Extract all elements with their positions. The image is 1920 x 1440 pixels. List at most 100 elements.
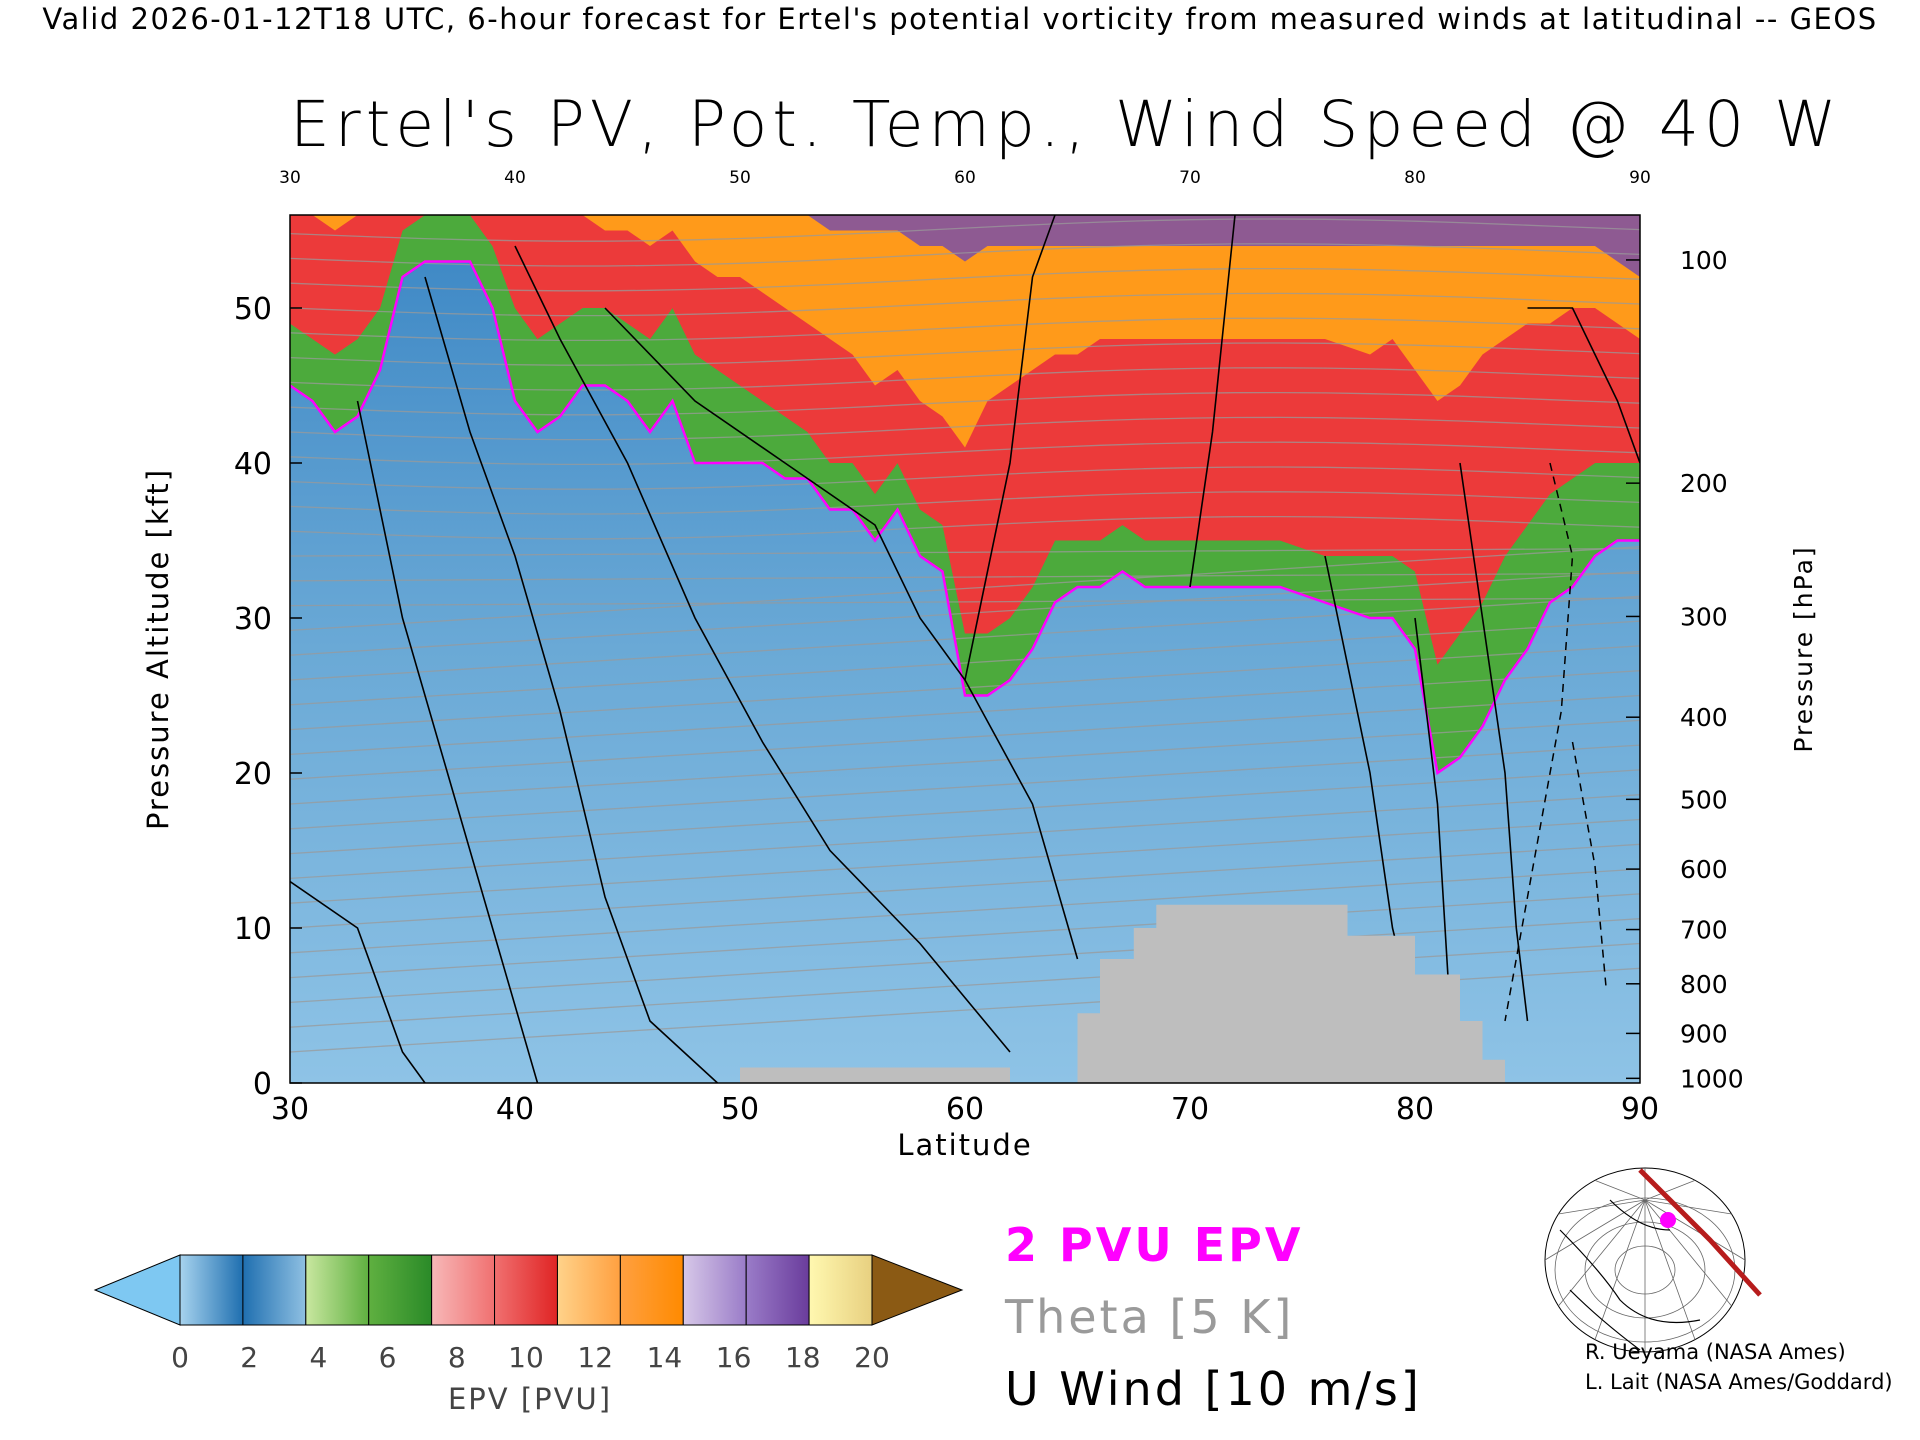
locator-map-section-line [1638, 1168, 1762, 1297]
colorbar-segment [619, 1254, 684, 1326]
pressure-tick-label: 600 [1680, 855, 1728, 884]
colorbar-segment [368, 1254, 433, 1326]
locator-map-marker [1660, 1212, 1676, 1228]
colorbar-segment [242, 1254, 307, 1326]
u-wind-contour [424, 276, 719, 1083]
colorbar-segment [494, 1254, 558, 1326]
credit-line-2: L. Lait (NASA Ames/Goddard) [1585, 1370, 1893, 1394]
theta-isentrope [290, 367, 1640, 391]
colorbar-segment [305, 1254, 370, 1326]
colorbar-segment [431, 1254, 496, 1326]
x-tick-label-top: 50 [729, 168, 751, 188]
theta-isentrope [290, 570, 1640, 656]
colorbar-tick-label: 12 [577, 1341, 613, 1374]
u-wind-contour [1459, 462, 1529, 1022]
theta-isentrope [290, 620, 1640, 706]
locator-map-meridian [1644, 1179, 1696, 1201]
x-tick-label-top: 70 [1179, 168, 1201, 188]
locator-map-meridian [1644, 1199, 1746, 1261]
y-tick-label: 30 [234, 602, 272, 637]
x-tick-label-top: 60 [954, 168, 976, 188]
pressure-tick-label: 800 [1680, 970, 1728, 999]
theta-isentrope [290, 515, 1640, 540]
terrain-mask [740, 904, 1505, 1083]
theta-isentrope [290, 744, 1640, 830]
theta-isentrope [290, 572, 1640, 582]
u-wind-contour [964, 215, 1056, 681]
y-tick-label: 10 [234, 912, 272, 947]
locator-map-meridian [1558, 1199, 1646, 1215]
locator-map-meridian [1644, 1199, 1732, 1307]
credit-line-1: R. Ueyama (NASA Ames) [1585, 1340, 1846, 1364]
u-wind-contour [604, 307, 1079, 960]
pressure-tick-label: 200 [1680, 469, 1728, 498]
pressure-tick-label: 700 [1680, 916, 1728, 945]
colorbar-over-arrow [871, 1254, 964, 1326]
theta-isentrope [290, 794, 1640, 880]
colorbar-tick-label: 16 [716, 1341, 752, 1374]
theta-isentrope [290, 267, 1640, 292]
theta-isentrope [290, 694, 1640, 780]
pressure-tick-label: 1000 [1680, 1064, 1744, 1093]
theta-isentrope [290, 719, 1640, 805]
colorbar-tick-label: 2 [240, 1341, 258, 1374]
x-tick-label: 80 [1396, 1092, 1434, 1127]
colorbar-segment [745, 1254, 810, 1326]
legend-uwind-label: U Wind [10 m/s] [1005, 1362, 1422, 1416]
x-axis-label: Latitude [897, 1128, 1032, 1162]
x-tick-label: 40 [496, 1092, 534, 1127]
locator-map-meridian [1594, 1199, 1646, 1340]
locator-map-coastline [1559, 1199, 1701, 1351]
locator-map-meridian [1644, 1199, 1696, 1340]
x-tick-label-top: 80 [1404, 168, 1426, 188]
pressure-tick-label: 100 [1680, 246, 1728, 275]
x-tick-label: 70 [1171, 1092, 1209, 1127]
colorbar-tick-label: 14 [647, 1341, 683, 1374]
colorbar-tick-label: 18 [785, 1341, 821, 1374]
theta-isentrope [290, 769, 1640, 855]
legend-epv-label: 2 PVU EPV [1005, 1218, 1304, 1272]
chart-title: Ertel's PV, Pot. Temp., Wind Speed @ 40 … [290, 88, 1842, 161]
epv-band-overlay-2 [290, 215, 1640, 448]
colorbar-tick-label: 8 [448, 1341, 466, 1374]
theta-isentrope [290, 918, 1640, 1004]
u-wind-contour [290, 880, 426, 1083]
locator-map-meridian [1644, 1199, 1732, 1215]
theta-isentrope [290, 843, 1640, 929]
pressure-tick-label: 400 [1680, 703, 1728, 732]
x-tick-label-top: 40 [504, 168, 526, 188]
colorbar-tick-label: 10 [508, 1341, 544, 1374]
theta-isentrope [290, 391, 1640, 416]
theta-isentrope [290, 868, 1640, 954]
legend-theta-label: Theta [5 K] [1005, 1290, 1295, 1344]
y-axis-label-left: Pressure Altitude [kft] [141, 468, 175, 830]
epv-band-14-plus [290, 215, 1640, 277]
colorbar-tick-label: 20 [854, 1341, 890, 1374]
colorbar-segment [179, 1254, 244, 1326]
colorbar-tick-label: 4 [309, 1341, 327, 1374]
y-axis-label-right: Pressure [hPa] [1789, 545, 1818, 752]
tropopause-2pvu-line [290, 260, 1640, 776]
y-tick-label: 20 [234, 757, 272, 792]
colorbar-tick-label: 6 [379, 1341, 397, 1374]
pressure-tick-label: 500 [1680, 785, 1728, 814]
u-wind-contour [356, 400, 539, 1083]
colorbar-under-arrow [93, 1254, 181, 1326]
theta-isentrope [290, 645, 1640, 731]
theta-isentrope [290, 491, 1640, 515]
theta-isentrope [290, 317, 1640, 342]
x-tick-label-top: 30 [279, 168, 301, 188]
theta-isentrope [290, 416, 1640, 441]
colorbar-segment [556, 1254, 621, 1326]
colorbar-segment [682, 1254, 747, 1326]
theta-isentrope [290, 218, 1640, 242]
colorbar-label: EPV [PVU] [448, 1382, 612, 1416]
theta-isentrope [290, 243, 1640, 267]
theta-isentrope [290, 595, 1640, 681]
valid-time-header: Valid 2026-01-12T18 UTC, 6-hour forecast… [42, 2, 1878, 36]
y-tick-label: 0 [253, 1067, 272, 1102]
x-tick-label-top: 90 [1629, 168, 1651, 188]
locator-map-meridian [1544, 1199, 1646, 1261]
